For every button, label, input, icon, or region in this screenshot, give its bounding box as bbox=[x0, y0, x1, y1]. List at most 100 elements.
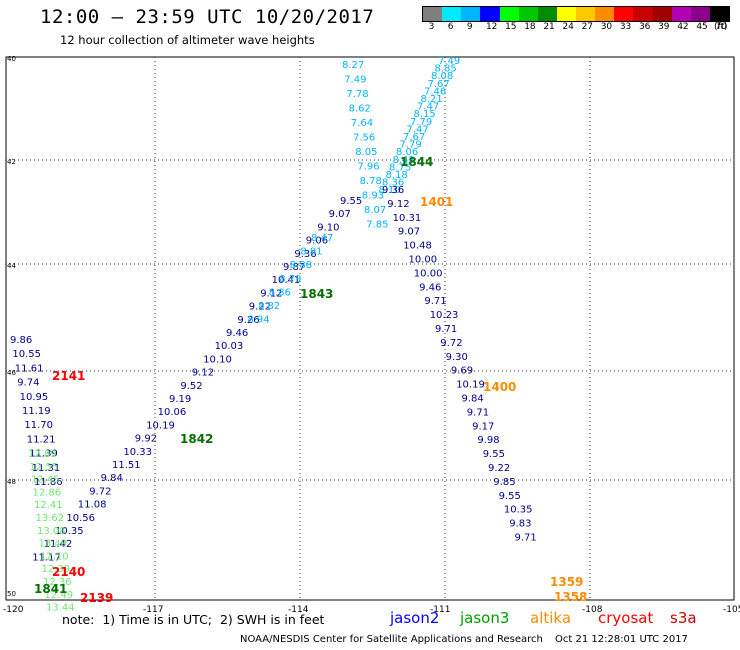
colorbar-swatch bbox=[480, 7, 500, 21]
lon-tick-label: -120 bbox=[3, 605, 24, 615]
swh-value: 8.94 bbox=[247, 315, 269, 326]
lat-tick-label: 44 bbox=[7, 262, 16, 270]
swh-value: 9.17 bbox=[472, 421, 494, 432]
swh-value: 9.12 bbox=[387, 199, 409, 210]
pass-number-label: 1359 bbox=[550, 575, 583, 589]
legend-s3a: s3a bbox=[670, 609, 697, 627]
swh-value: 13.62 bbox=[36, 513, 65, 524]
swh-value: 10.31 bbox=[393, 213, 422, 224]
swh-value: 9.71 bbox=[424, 296, 446, 307]
pass-number-label: 2139 bbox=[80, 591, 113, 605]
swh-value: 8.82 bbox=[258, 301, 280, 312]
swh-value: 9.71 bbox=[467, 407, 489, 418]
swh-value: 11.61 bbox=[15, 363, 44, 374]
swh-value: 8.79 bbox=[279, 274, 301, 285]
colorbar-swatch bbox=[556, 7, 576, 21]
swh-value: 10.48 bbox=[403, 241, 432, 252]
colorbar-swatch bbox=[423, 7, 443, 21]
swh-value: 9.85 bbox=[493, 477, 515, 488]
swh-value: 8.08 bbox=[431, 71, 453, 82]
swh-value: 7.67 bbox=[403, 132, 425, 143]
swh-value: 9.12 bbox=[260, 288, 282, 299]
colorbar-label: 39 bbox=[658, 22, 670, 32]
swh-value: 10.33 bbox=[123, 447, 152, 458]
swh-value: 8.21 bbox=[421, 94, 443, 105]
colorbar-label: 27 bbox=[581, 22, 594, 32]
swh-value: 9.30 bbox=[446, 352, 468, 363]
swh-value: 8.06 bbox=[396, 147, 418, 158]
colorbar-label: 9 bbox=[466, 22, 473, 32]
pass-number-label: 2141 bbox=[52, 369, 85, 383]
swh-value: 7.64 bbox=[351, 118, 373, 129]
swh-value: 8.62 bbox=[349, 104, 371, 115]
colorbar-label: 21 bbox=[543, 22, 555, 32]
swh-value: 8.88 bbox=[290, 260, 312, 271]
track-jason3_1843: 8.47 8.81 8.88 8.79 8.86 8.82 8.94 bbox=[247, 233, 333, 326]
swh-value: 10.03 bbox=[215, 341, 244, 352]
lat-tick-label: 40 bbox=[7, 55, 16, 63]
track-jason2_1401: 9.36 9.12 10.31 9.07 10.48 10.00 10.00 9.46 9.71… bbox=[382, 185, 537, 544]
swh-value: 9.84 bbox=[101, 473, 123, 484]
swh-value: 8.05 bbox=[355, 147, 377, 158]
colorbar-label: 3 bbox=[428, 22, 435, 32]
swh-value: 7.47 bbox=[407, 124, 429, 135]
swh-value: 11.21 bbox=[27, 434, 56, 445]
colorbar-label: 24 bbox=[562, 22, 574, 32]
swh-value: 12.10 bbox=[40, 551, 69, 562]
pass-number-label: 2140 bbox=[52, 565, 85, 579]
swh-value: 12.86 bbox=[33, 487, 62, 498]
swh-value: 10.23 bbox=[430, 310, 459, 321]
colorbar-label: 12 bbox=[485, 22, 498, 32]
swh-value: 7.79 bbox=[410, 117, 432, 128]
swh-value: 11.19 bbox=[22, 406, 51, 417]
swh-value: 8.86 bbox=[269, 287, 291, 298]
swh-value: 9.71 bbox=[515, 533, 537, 544]
swh-value: 9.10 bbox=[317, 222, 339, 233]
swh-value: 9.72 bbox=[440, 338, 462, 349]
swh-value: 13.08 bbox=[37, 526, 66, 537]
swh-value: 9.07 bbox=[398, 227, 420, 238]
swh-value: 12.45 bbox=[31, 475, 60, 486]
colorbar-swatch bbox=[537, 7, 557, 21]
pass-number-label: 1400 bbox=[483, 380, 516, 394]
swh-value: 12.36 bbox=[43, 577, 72, 588]
swh-value: 9.84 bbox=[462, 394, 484, 405]
swh-value: 9.06 bbox=[306, 236, 328, 247]
colorbar-label: 33 bbox=[619, 22, 632, 32]
swh-value: 12.89 bbox=[28, 449, 57, 460]
graticule bbox=[5, 56, 735, 601]
swh-value: 8.15 bbox=[414, 109, 436, 120]
swh-value: 10.35 bbox=[504, 505, 533, 516]
colorbar-label: 30 bbox=[600, 22, 613, 32]
swh-value: 11.17 bbox=[32, 552, 61, 563]
swh-value: 9.71 bbox=[435, 324, 457, 335]
pass-number-label: 1844 bbox=[400, 155, 433, 169]
swh-value: 9.69 bbox=[451, 366, 473, 377]
swh-value: 8.10 bbox=[379, 185, 401, 196]
swh-value: 9.46 bbox=[226, 328, 248, 339]
swh-value: 9.07 bbox=[329, 209, 351, 220]
pass-number-label: 1842 bbox=[180, 432, 213, 446]
colorbar-label: 45 bbox=[696, 22, 708, 32]
colorbar-swatch bbox=[633, 7, 653, 21]
swh-value: 11.86 bbox=[34, 477, 63, 488]
swh-value: 7.56 bbox=[353, 133, 375, 144]
swh-value: 12.55 bbox=[30, 462, 59, 473]
track-jason3_1844_b: 7.498.858.087.677.468.217.478.157.797.47… bbox=[379, 56, 461, 196]
swh-value: 8.93 bbox=[362, 191, 384, 202]
colorbar-swatch bbox=[690, 7, 710, 21]
colorbar-label: 70 bbox=[715, 22, 727, 32]
pass-number-label: 1843 bbox=[300, 287, 333, 301]
wave-height-tracks: 8.27 7.49 7.78 8.62 7.64 7.56 8.05 7.96 8.78 8.93… bbox=[10, 56, 537, 614]
swh-value: 9.83 bbox=[509, 519, 531, 530]
track-jason2_1843: 9.55 9.07 9.10 9.06 9.36 9.87 10.41 9.12 9.22 9.2… bbox=[32, 196, 362, 563]
colorbar-swatch bbox=[671, 7, 691, 21]
swh-value: 9.55 bbox=[483, 449, 505, 460]
swh-value: 9.92 bbox=[135, 434, 157, 445]
swh-value: 10.10 bbox=[203, 354, 232, 365]
legend-cryosat: cryosat bbox=[598, 609, 654, 627]
pass-number-label: 1401 bbox=[420, 195, 453, 209]
swh-value: 8.42 bbox=[393, 155, 415, 166]
